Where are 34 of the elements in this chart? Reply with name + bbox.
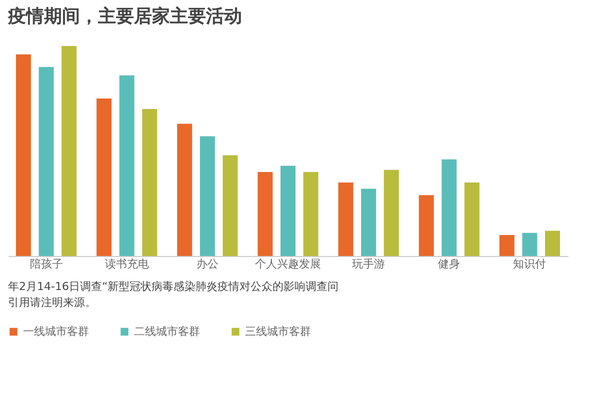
bar: [38, 67, 54, 256]
bar: [222, 155, 238, 256]
x-tick-label: 个人兴趣发展: [255, 258, 321, 270]
text: 年2月14-16日调查“新型冠状病毒感染肺炎疫情对公众的影响调查问: [8, 280, 339, 293]
bar: [16, 54, 31, 256]
bar: [258, 172, 273, 256]
x-tick-label: 健身: [438, 258, 460, 270]
chart-title: 疫情期间，主要居家主要活动: [7, 6, 242, 27]
bar: [280, 166, 296, 256]
bar: [177, 124, 192, 256]
bar: [522, 232, 538, 256]
bar: [418, 195, 434, 256]
bar: [442, 159, 457, 256]
bar: [499, 235, 514, 256]
x-tick-label: 办公: [196, 258, 218, 270]
bar: [338, 182, 354, 256]
x-tick-label: 玩手游: [352, 258, 386, 270]
legend-label: 三线城市客群: [245, 324, 311, 338]
x-tick-label: 知识付: [513, 258, 546, 270]
legend-label: 一线城市客群: [23, 324, 89, 338]
bar: [384, 170, 399, 256]
bar: [142, 109, 158, 256]
bar: [303, 172, 318, 256]
legend-label: 二线城市客群: [134, 324, 200, 338]
x-tick-label: 读书充电: [104, 258, 149, 270]
bar: [545, 230, 560, 256]
bar: [361, 188, 376, 256]
text: 引用请注明来源。: [8, 296, 96, 309]
bar: [200, 136, 215, 256]
bar: [464, 182, 480, 256]
bar: [96, 98, 112, 256]
bar: [119, 75, 134, 256]
x-tick-label: 陪孩子: [30, 258, 63, 270]
bar: [62, 46, 77, 256]
